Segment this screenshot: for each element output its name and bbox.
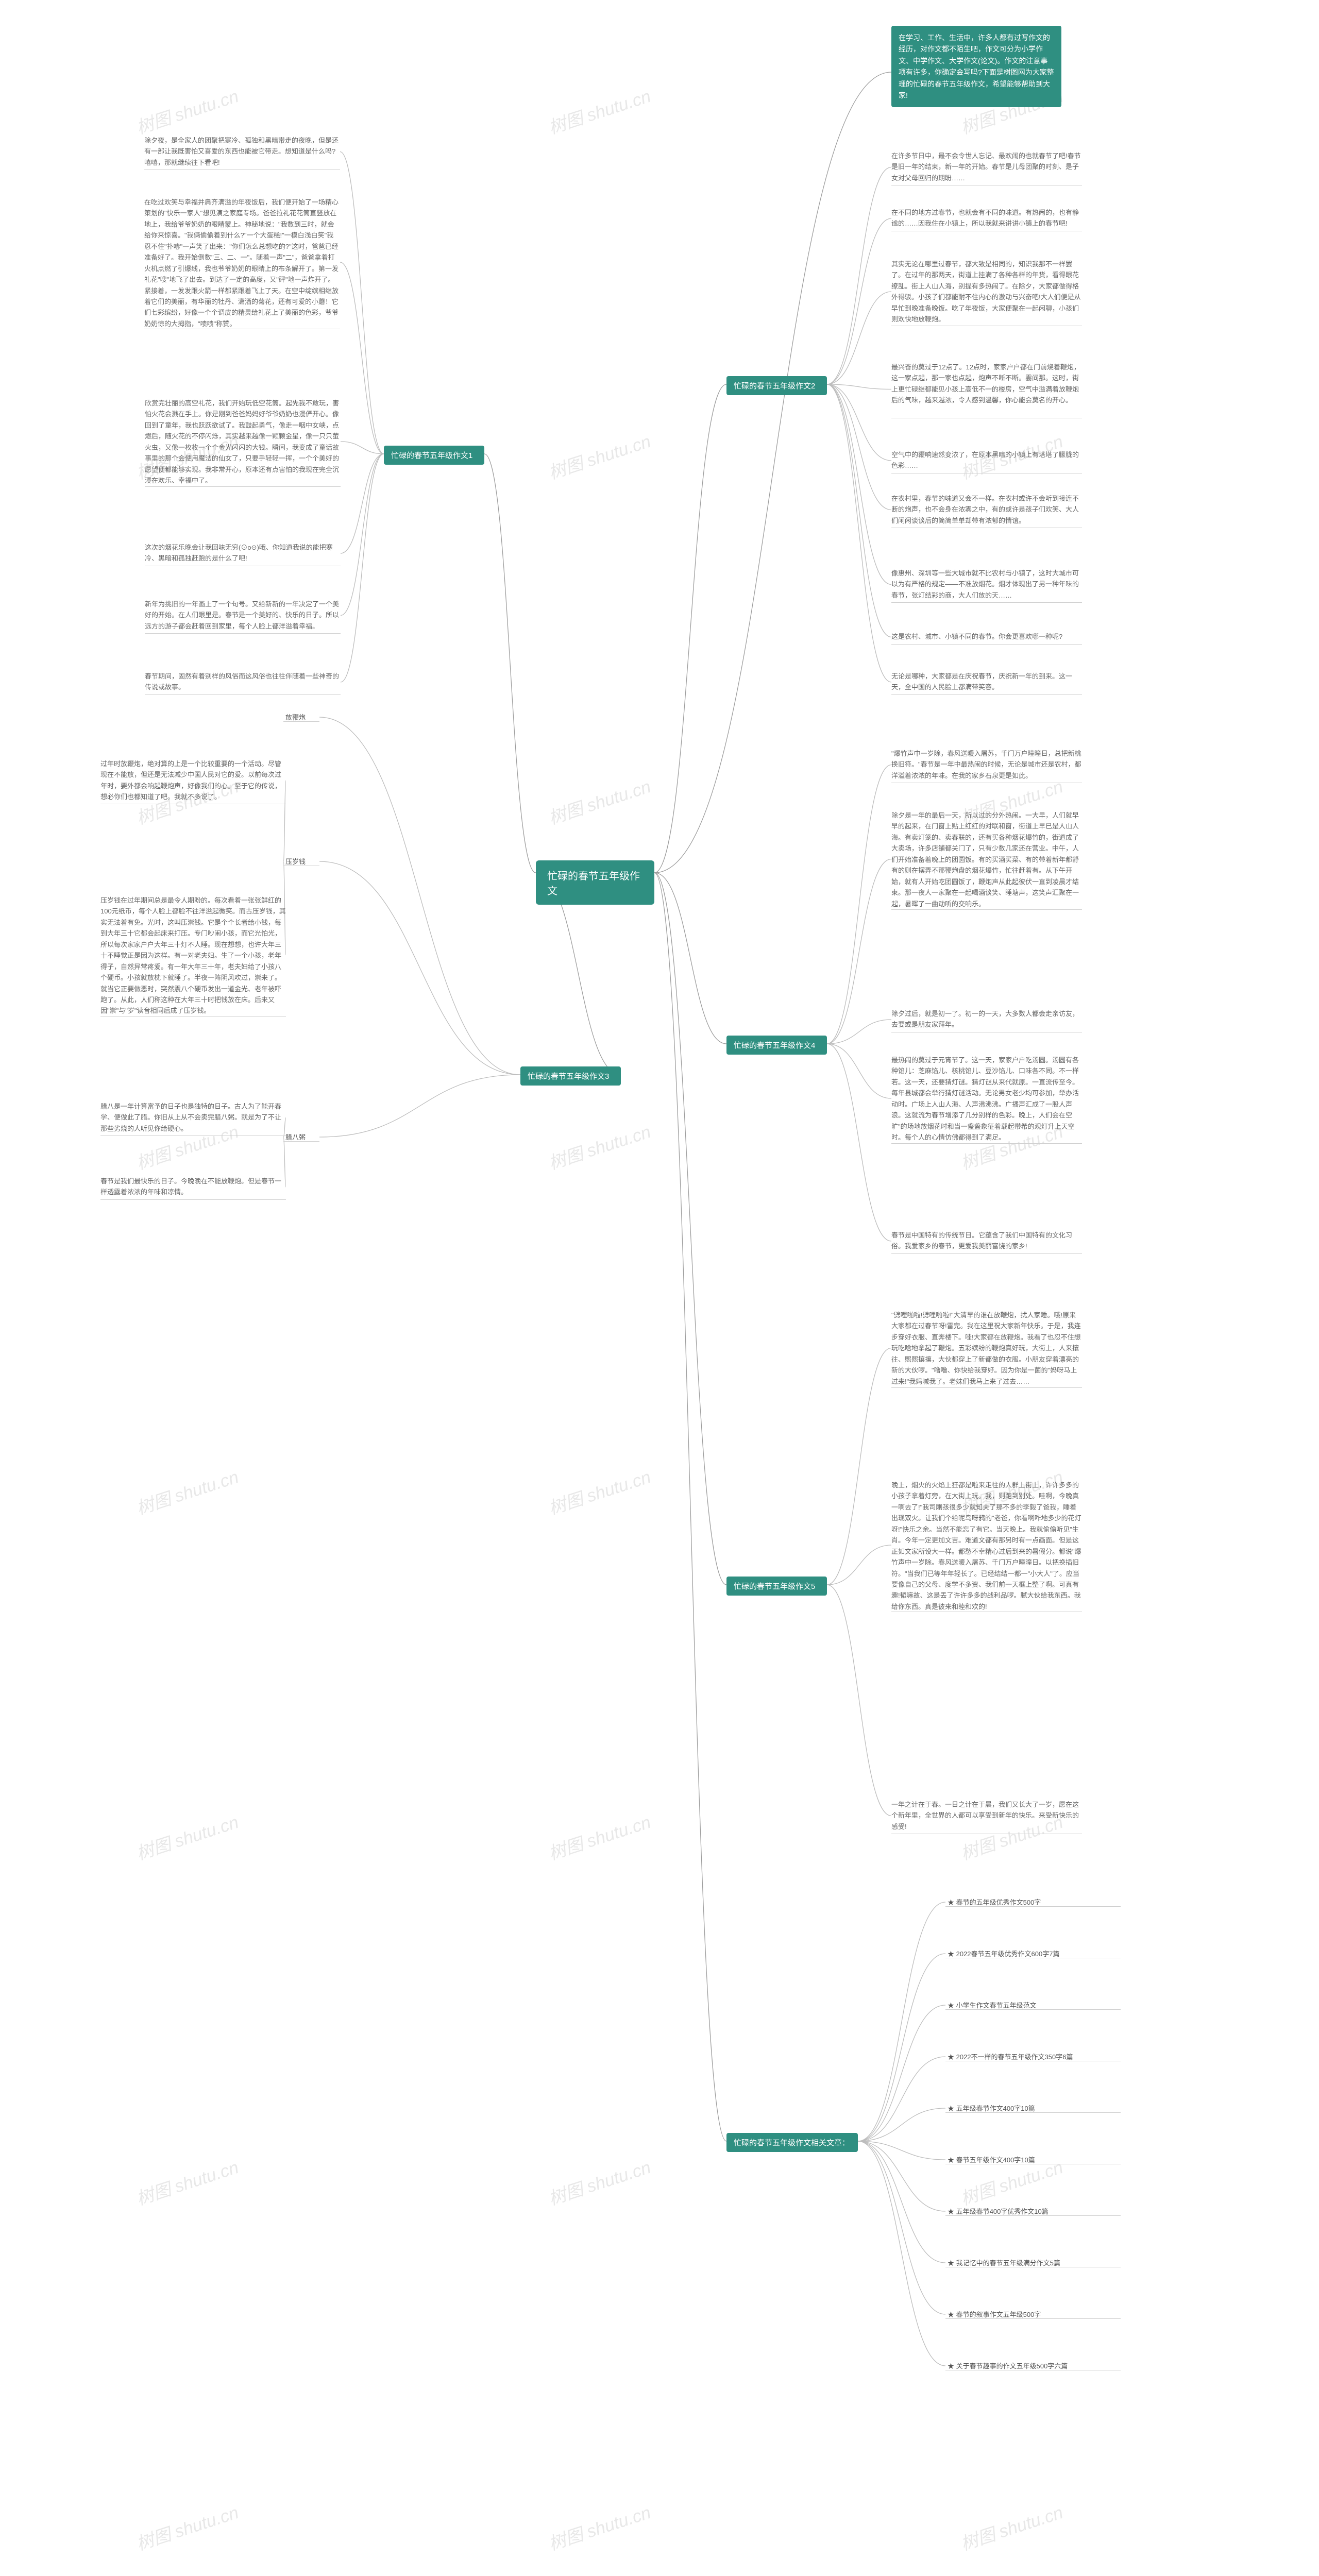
link-underline xyxy=(945,2215,1121,2216)
leaf-underline xyxy=(145,486,341,487)
leaf-node: 春节是我们最快乐的日子。今晚晚在不能放鞭炮。但是春节一样透露着浓浓的年味和凉情。 xyxy=(100,1175,286,1199)
leaf-node: 过年时放鞭炮，绝对算的上是一个比较重要的一个活动。尽管现在不能放，但还是无法减少… xyxy=(100,757,286,804)
leaf-node: 在吃过欢笑与幸福并肩齐满溢的年夜饭后，我们便开始了一场精心策划的"快乐一家人"想… xyxy=(144,196,340,330)
leaf-underline xyxy=(100,1199,286,1200)
link-underline xyxy=(945,2009,1121,2010)
leaf-node: 除夕过后，就是初一了。初一的一天，大多数人都会走亲访友，去要或是朋友家拜年。 xyxy=(891,1007,1082,1031)
leaf-node: "劈哩啪啦!劈哩啪啦!"大清早的谁在放鞭炮，扰人家睡。哦!原来大家都在过春节呀!… xyxy=(891,1309,1082,1388)
watermark: 树图 shutu.cn xyxy=(545,2153,653,2210)
leaf-node: 最热闹的莫过于元宵节了。这一天，家家户户吃汤圆。汤圆有各种馅儿：芝麻馅儿、核桃馅… xyxy=(891,1054,1082,1144)
leaf-underline xyxy=(891,1143,1082,1144)
leaf-node: 最兴奋的莫过于12点了。12点时，家家户户都在门前烧着鞭炮，这一家点起，那一家也… xyxy=(891,361,1082,407)
watermark: 树图 shutu.cn xyxy=(545,1808,653,1865)
link-underline xyxy=(945,2112,1121,2113)
mindmap-canvas: 树图 shutu.cn 树图 shutu.cn 树图 shutu.cn 树图 shut… xyxy=(0,0,1319,2576)
watermark: 树图 shutu.cn xyxy=(545,1463,653,1519)
leaf-node: 除夕是一年的最后一天，所以过的分外热闹。一大早，人们就早早的起来，在门窗上贴上红… xyxy=(891,809,1082,910)
leaf-underline xyxy=(145,633,341,634)
link-underline xyxy=(945,2318,1121,2319)
watermark: 树图 shutu.cn xyxy=(545,772,653,829)
watermark: 树图 shutu.cn xyxy=(132,2153,241,2210)
leaf-node: 像惠州、深圳等一些大城市就不比农村与小镇了，这时大城市可以为有严格的规定——不准… xyxy=(891,567,1082,602)
leaf-node: 晚上，烟火的火焰上狂都是啦来走往的人群上街上，许许多多的小孩子拿着灯旁，在大街上… xyxy=(891,1479,1082,1613)
sub-underline xyxy=(283,1141,319,1142)
leaf-node: 其实无论在哪里过春节，都大致是相同的，知识我那不一样罢了。在过年的那两天，街道上… xyxy=(891,258,1082,326)
watermark: 树图 shutu.cn xyxy=(132,1463,241,1519)
leaf-node: 在不同的地方过春节，也就会有不同的味道。有热闹的，也有静谧的……因我住在小镇上，… xyxy=(891,206,1082,230)
leaf-node: 在许多节日中，最不会令世人忘记、最欢闹的也就春节了吧!春节是旧一年的结束，新一年… xyxy=(891,149,1082,184)
leaf-node: 一年之计在于春。一日之计在于晨，我们又长大了一岁，愿在这个新年里，全世界的人都可… xyxy=(891,1798,1082,1833)
leaf-underline xyxy=(891,1387,1082,1388)
watermark: 树图 shutu.cn xyxy=(132,2498,241,2555)
connector-layer xyxy=(0,0,1319,2576)
leaf-node: 欣赏完壮丽的高空礼花，我们开始玩低空花筒。起先我不敢玩，害怕火花会溅在手上。你是… xyxy=(145,397,341,487)
leaf-underline xyxy=(145,694,341,695)
sub-underline xyxy=(283,721,319,722)
intro-block: 在学习、工作、生活中，许多人都有过写作文的经历，对作文都不陌生吧，作文可分为小学… xyxy=(891,26,1061,107)
link-underline xyxy=(945,1906,1121,1907)
leaf-node: 除夕夜，是全家人的团聚把寒冷、孤独和黑暗带走的夜晚，但是还有一部让我既害怕又喜爱… xyxy=(144,134,340,169)
leaf-node: "爆竹声中一岁除，春风送暖入屠苏，千门万户曈曈日，总把新桃换旧符。"春节是一年中… xyxy=(891,747,1082,782)
leaf-underline xyxy=(891,694,1082,695)
branch-node[interactable]: 忙碌的春节五年级作文1 xyxy=(384,446,484,465)
branch-node[interactable]: 忙碌的春节五年级作文3 xyxy=(520,1066,621,1086)
watermark: 树图 shutu.cn xyxy=(132,82,241,139)
leaf-node: 腊八是一年计算富予的日子也是独特的日子。古人为了能开春学、便做此了腊。你旧从上从… xyxy=(100,1100,286,1135)
leaf-node: 压岁钱在过年期间总是最令人期盼的。每次看着一张张鲜红的100元纸币，每个人脸上都… xyxy=(100,894,286,1018)
branch-node[interactable]: 忙碌的春节五年级作文2 xyxy=(726,376,827,395)
watermark: 树图 shutu.cn xyxy=(957,2498,1066,2555)
leaf-node: 在农村里，春节的味道又会不一样。在农村或许不会听到接连不断的炮声，也不会身在浓雾… xyxy=(891,492,1082,527)
watermark: 树图 shutu.cn xyxy=(545,82,653,139)
leaf-node: 空气中的鞭响速然变浓了，在原本黑暗的小镇上有塔塔了朦胧的色彩…… xyxy=(891,448,1082,472)
branch-node[interactable]: 忙碌的春节五年级作文4 xyxy=(726,1036,827,1055)
leaf-underline xyxy=(891,909,1082,910)
leaf-node: 这是农村、城市、小镇不同的春节。你会更喜欢哪一种呢? xyxy=(891,630,1082,643)
watermark: 树图 shutu.cn xyxy=(545,1117,653,1174)
watermark: 树图 shutu.cn xyxy=(132,1808,241,1865)
branch-node[interactable]: 忙碌的春节五年级作文相关文章： xyxy=(726,2133,858,2152)
leaf-node: 新年为挑旧的一年画上了一个句号。又给新新的一年决定了一个美好的开始。在人们眼里是… xyxy=(145,598,341,633)
leaf-node: 无论是哪种，大家都是在庆祝春节，庆祝新一年的到来。这一天，全中国的人民脸上都满带… xyxy=(891,670,1082,694)
leaf-underline xyxy=(891,644,1082,645)
branch-node[interactable]: 忙碌的春节五年级作文5 xyxy=(726,1577,827,1596)
leaf-underline xyxy=(891,1253,1082,1254)
leaf-node: 春节期间，固然有着别样的风俗而这风俗也往往伴随着一些神奇的传说或故事。 xyxy=(145,670,341,694)
leaf-underline xyxy=(891,602,1082,603)
leaf-node: 这次的烟花乐晚会让我回味无穷(⊙o⊙)哦、你知道我说的能把寒冷、黑暗和孤独赶跑的… xyxy=(145,541,341,565)
watermark: 树图 shutu.cn xyxy=(545,427,653,484)
leaf-node: 春节是中国特有的传统节日。它蕴含了我们中国特有的文化习俗。我爱家乡的春节，更爱我… xyxy=(891,1229,1082,1253)
watermark: 树图 shutu.cn xyxy=(545,2498,653,2555)
root-node[interactable]: 忙碌的春节五年级作文 xyxy=(536,860,654,905)
